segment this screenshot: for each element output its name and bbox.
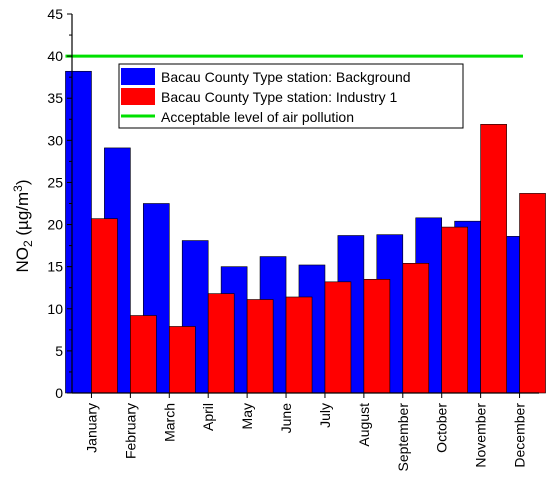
bar-industry-august xyxy=(363,278,391,394)
y-tick-label: 45 xyxy=(47,6,63,22)
x-tick-label: September xyxy=(395,403,411,472)
y-tick-label: 40 xyxy=(47,48,63,64)
x-tick-label: July xyxy=(317,403,333,428)
legend-label-industry: Bacau County Type station: Industry 1 xyxy=(161,89,398,105)
y-tick-label: 0 xyxy=(55,385,63,401)
bar-industry-november xyxy=(480,124,507,394)
x-tick-label: January xyxy=(83,403,99,453)
y-axis-label: NO2 (µg/m3) xyxy=(11,179,35,272)
y-tick-label: 35 xyxy=(47,90,63,106)
x-tick-label: November xyxy=(473,403,489,468)
bar-industry-april xyxy=(207,293,235,394)
axes-layer: 0 5 10 15 20 25 30 35 40 45 January February March Ap… xyxy=(47,6,539,471)
bar-industry-october xyxy=(441,226,469,394)
bar-industry-march xyxy=(168,326,196,394)
y-tick-label: 10 xyxy=(47,301,63,317)
y-axis-label-close: ) xyxy=(13,179,32,185)
y-tick-label: 25 xyxy=(47,174,63,190)
bar-industry-september xyxy=(402,262,430,394)
y-axis-label-base: NO xyxy=(13,247,32,273)
y-tick-label: 5 xyxy=(55,343,63,359)
legend-swatch-industry xyxy=(121,88,155,105)
x-tick-label: June xyxy=(278,403,294,434)
bar-industry-june xyxy=(285,296,313,394)
bar-industry-january xyxy=(91,218,118,394)
x-tick-label: February xyxy=(122,403,138,459)
x-tick-label: August xyxy=(356,403,372,447)
x-tick-label: October xyxy=(434,403,450,453)
y-tick-label: 20 xyxy=(47,217,63,233)
x-tick-label: March xyxy=(161,403,177,442)
x-tick-label: December xyxy=(512,403,528,468)
legend-swatch-background xyxy=(121,68,155,85)
legend-label-background: Bacau County Type station: Background xyxy=(161,69,411,85)
y-tick-label: 30 xyxy=(47,132,63,148)
y-tick-label: 15 xyxy=(47,259,63,275)
y-axis-label-unit: (µg/m xyxy=(13,192,32,241)
x-tick-label: May xyxy=(239,403,255,429)
bar-industry-july xyxy=(324,281,352,394)
y-axis-label-subscript: 2 xyxy=(21,240,35,247)
legend-frame xyxy=(118,63,464,129)
bar-background-january xyxy=(65,70,92,394)
legend-label-acceptable-level: Acceptable level of air pollution xyxy=(161,109,354,125)
bar-industry-february xyxy=(130,315,157,394)
legend: Bacau County Type station: Background Ba… xyxy=(118,63,464,129)
bar-industry-december xyxy=(519,193,546,394)
bar-industry-may xyxy=(246,299,274,394)
bars-layer xyxy=(65,70,546,394)
x-tick-label: April xyxy=(200,403,216,431)
y-axis-label-superscript: 3 xyxy=(11,185,25,192)
